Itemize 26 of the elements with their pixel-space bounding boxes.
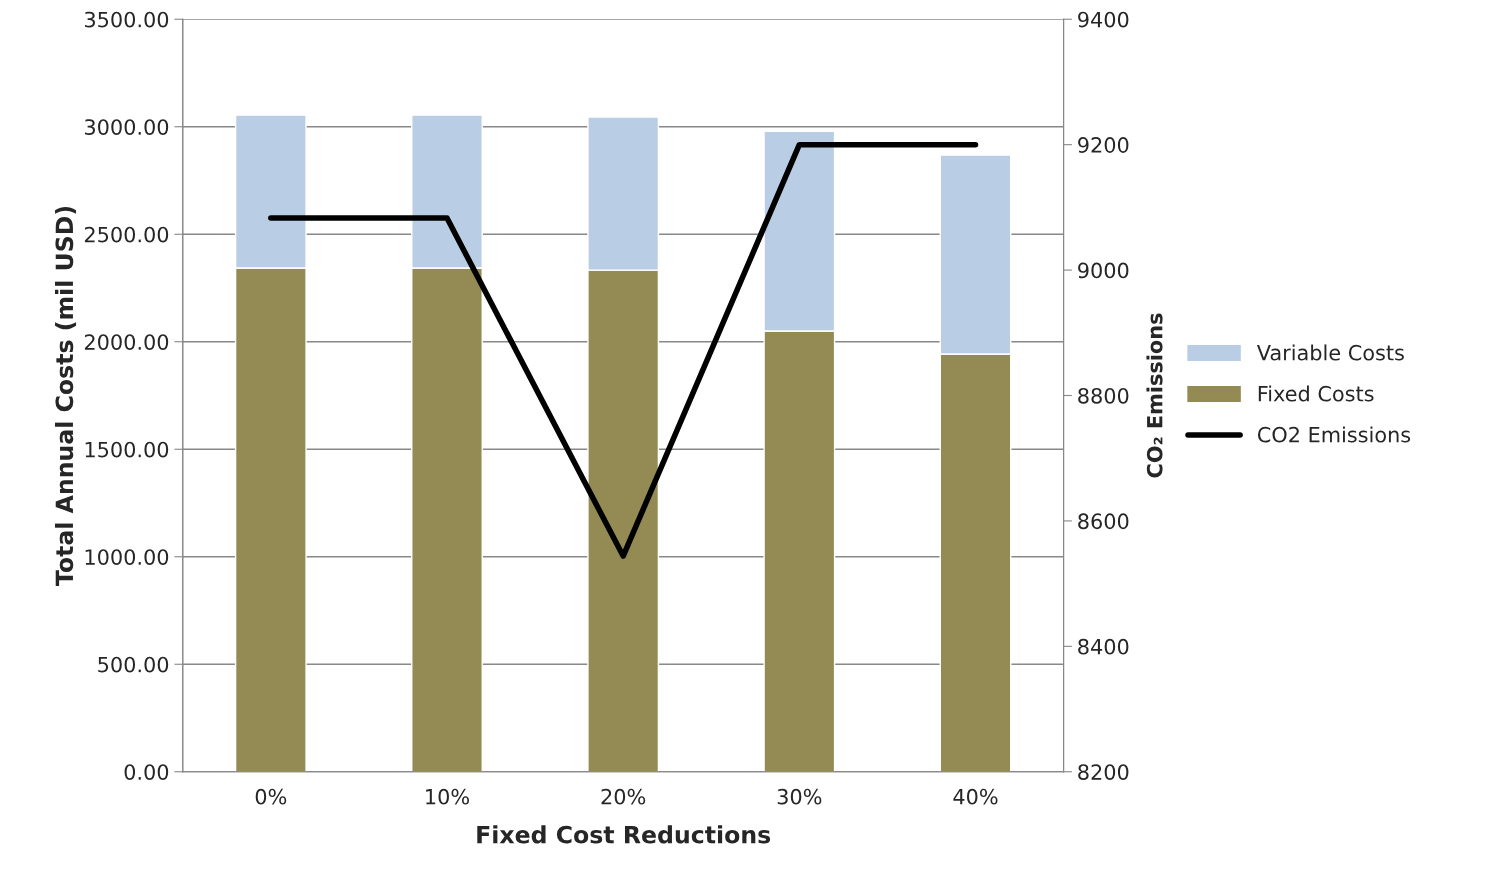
y2-tick-label: 9200 [1078, 137, 1129, 153]
y2-tick-label: 8800 [1078, 387, 1129, 404]
x-tick-label: 30% [777, 788, 822, 805]
x-tick-label: 20% [601, 788, 646, 805]
x-tick-label: 0% [255, 788, 287, 805]
y2-tick-label: 8200 [1078, 764, 1129, 780]
y2-tick-label: 9400 [1078, 11, 1129, 28]
y2-tick-label: 8600 [1078, 513, 1129, 530]
x-tick-label: 40% [953, 788, 998, 805]
x-axis-title: Fixed Cost Reductions [477, 825, 771, 844]
legend-label: CO2 Emissions [1257, 426, 1411, 443]
y-tick-label: 3000.00 [85, 119, 169, 135]
legend-label: Variable Costs [1256, 344, 1404, 361]
legend-label: Fixed Costs [1258, 385, 1374, 402]
y-tick-label: 0.00 [124, 764, 169, 780]
x-tick-label: 10% [426, 788, 470, 805]
y-tick-label: 500.00 [98, 656, 169, 673]
y-axis-title: Total Annual Costs (mil USD) [55, 206, 77, 586]
y-tick-label: 1000.00 [85, 549, 169, 565]
y-tick-label: 3500.00 [85, 11, 169, 28]
y-tick-label: 2500.00 [84, 226, 169, 243]
y2-tick-label: 8400 [1078, 638, 1129, 655]
y-tick-label: 2000.00 [84, 334, 169, 350]
y2-axis-title: CO₂ Emissions [1146, 313, 1163, 478]
y-tick-label: 1500.00 [85, 441, 169, 458]
y2-tick-label: 9000 [1078, 262, 1129, 279]
